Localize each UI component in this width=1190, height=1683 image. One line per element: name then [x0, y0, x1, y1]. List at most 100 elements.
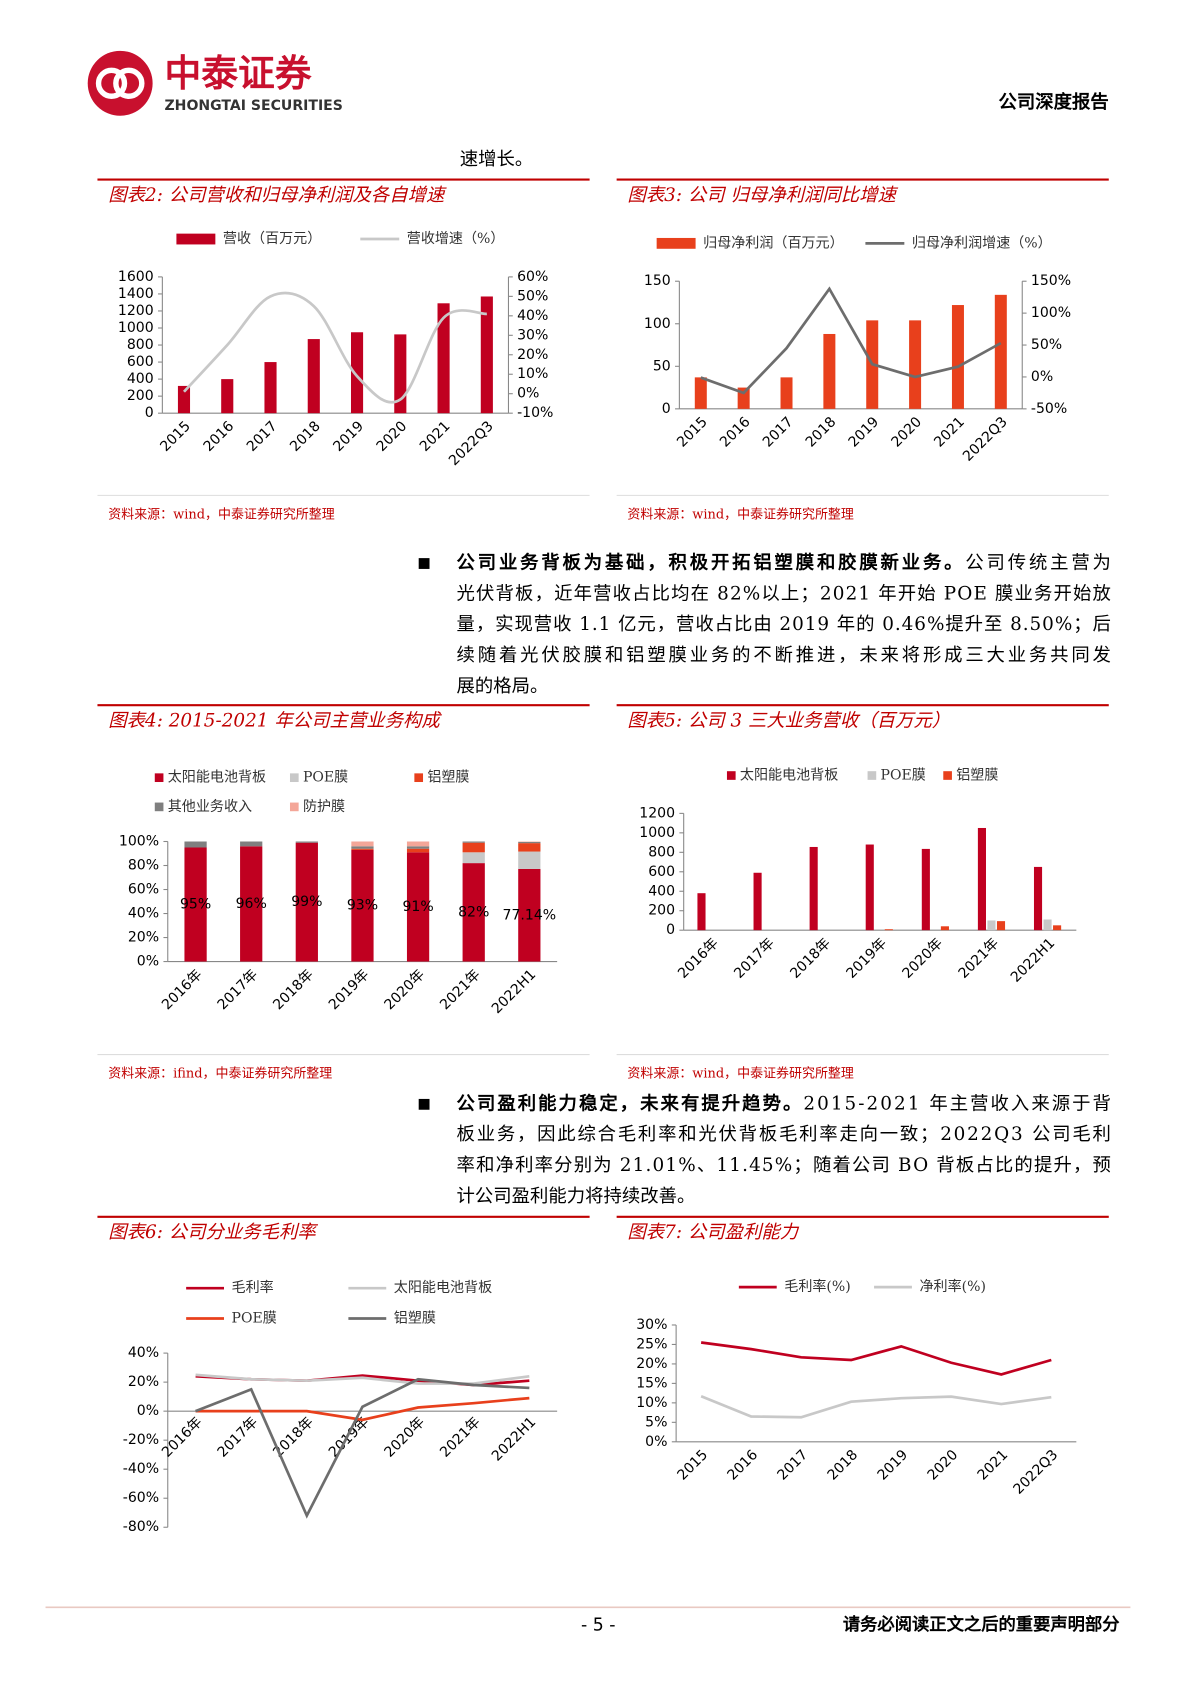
- data-label: 99%: [291, 894, 322, 910]
- x-tick-label: 2017: [775, 1447, 812, 1484]
- legend-label: 铝塑膜: [956, 768, 998, 784]
- figure-title: 图表3: 公司 归母净利润同比增速: [627, 185, 898, 206]
- source-note: 资料来源：wind，中泰证券研究所整理: [108, 506, 334, 522]
- paragraph-text: 2015-2021 年主营收入来源于背: [803, 1093, 1111, 1114]
- bar-segment: [295, 841, 318, 843]
- bar: [994, 294, 1007, 409]
- x-tick-label: 2020年: [382, 1414, 429, 1461]
- x-tick-label: 2018: [825, 1447, 862, 1484]
- y2-tick-label: 150%: [1031, 273, 1071, 289]
- paragraph-line: 量，实现营收 1.1 亿元，营收占比由 2019 年的 0.46%提升至 8.5…: [457, 614, 1111, 635]
- legend-label: 归母净利润（百万元）: [703, 234, 843, 251]
- y-tick-label: 15%: [636, 1375, 667, 1391]
- x-tick-label: 2019: [846, 414, 883, 451]
- legend-swatch: [414, 773, 424, 783]
- y-tick-label: 5%: [645, 1414, 667, 1430]
- data-label: 82%: [458, 904, 489, 920]
- bar-segment: [518, 843, 541, 852]
- x-tick-label: 2016: [201, 418, 238, 455]
- page-number: - 5 -: [581, 1616, 615, 1636]
- y-tick-label: 40%: [128, 1345, 159, 1361]
- logo-ring: [95, 67, 128, 99]
- bar-segment: [462, 852, 485, 864]
- y2-tick-label: 20%: [517, 347, 548, 363]
- bar: [437, 303, 450, 414]
- figure: 图表4: 2015-2021 年公司主营业务构成资料来源：ifind，中泰证券研…: [97, 704, 590, 1082]
- bar-segment: [518, 851, 541, 869]
- x-tick-label: 2022Q3: [446, 418, 497, 469]
- bar: [823, 333, 836, 409]
- x-tick-label: 2022H1: [489, 967, 539, 1017]
- y-tick-label: 200: [127, 388, 154, 404]
- y-tick-label: 800: [127, 337, 154, 353]
- bar: [1033, 866, 1043, 931]
- legend-swatch: [867, 771, 877, 780]
- bar: [177, 385, 191, 414]
- y-tick-label: 0%: [137, 1403, 159, 1419]
- y2-tick-label: 50%: [517, 288, 548, 304]
- line-series: [700, 1341, 1052, 1376]
- x-tick-label: 2022Q3: [960, 414, 1011, 465]
- bar-segment: [518, 841, 541, 844]
- bar: [1053, 925, 1062, 931]
- x-tick-label: 2017年: [215, 1414, 262, 1461]
- x-tick-label: 2016年: [675, 935, 722, 982]
- y-tick-label: 40%: [128, 906, 159, 922]
- legend-swatch: [943, 771, 952, 780]
- paragraph-line: 率和净利率分别为 21.01%、11.45%；随着公司 BO 背板占比的提升，预: [457, 1155, 1111, 1176]
- legend-swatch: [154, 802, 164, 812]
- y-tick-label: 0: [666, 922, 675, 938]
- bar-segment: [406, 846, 430, 849]
- legend-swatch: [289, 802, 299, 812]
- data-label: 96%: [236, 896, 267, 912]
- y-tick-label: 600: [648, 864, 675, 880]
- legend-swatch: [154, 773, 164, 783]
- y-tick-label: 60%: [128, 882, 159, 898]
- y-tick-label: 400: [127, 371, 154, 387]
- y2-tick-label: 30%: [517, 327, 548, 343]
- y-tick-label: 200: [648, 903, 675, 919]
- y-tick-label: -40%: [123, 1461, 159, 1477]
- paragraph-line: 计公司盈利能力将持续改善。: [457, 1186, 696, 1207]
- bar-segment: [295, 842, 318, 962]
- y-tick-label: 100: [644, 316, 671, 332]
- bar: [1043, 919, 1052, 931]
- bar-segment: [351, 841, 374, 847]
- x-tick-label: 2018: [803, 414, 840, 451]
- x-tick-label: 2022H1: [489, 1414, 539, 1464]
- source-note: 资料来源：wind，中泰证券研究所整理: [627, 1066, 853, 1082]
- bar: [350, 332, 364, 414]
- x-tick-label: 2021年: [437, 1414, 484, 1461]
- x-tick-label: 2017年: [731, 935, 778, 982]
- paragraph-line: 板业务，因此综合毛利率和光伏背板毛利率走向一致；2022Q3 公司毛利: [457, 1124, 1111, 1145]
- intro-text: 速增长。: [460, 149, 534, 170]
- bar-segment: [406, 848, 430, 853]
- x-tick-label: 2018年: [270, 967, 317, 1014]
- legend-swatch: [726, 771, 736, 780]
- bar: [221, 379, 234, 414]
- bar: [394, 334, 407, 414]
- bar-segment: [184, 841, 207, 848]
- y-tick-label: 0: [662, 401, 671, 417]
- x-tick-label: 2020: [374, 418, 411, 455]
- bullet: [418, 1098, 430, 1110]
- y-tick-label: 1200: [639, 805, 675, 821]
- legend-label: 铝塑膜: [427, 770, 469, 786]
- x-tick-label: 2021: [417, 418, 454, 455]
- figure-title: 图表2: 公司营收和归母净利润及各自增速: [108, 185, 447, 206]
- x-tick-label: 2015: [675, 1447, 712, 1484]
- paragraph-line: 展的格局。: [457, 676, 549, 697]
- figure-title: 图表4: 2015-2021 年公司主营业务构成: [108, 710, 442, 731]
- line-series: [182, 291, 487, 404]
- x-tick-label: 2015: [157, 418, 194, 455]
- line-series: [195, 1396, 530, 1422]
- figure-title: 图表7: 公司盈利能力: [627, 1222, 799, 1243]
- legend-label: 其他业务收入: [168, 799, 252, 815]
- y-tick-label: 80%: [128, 858, 159, 874]
- legend-label: 太阳能电池背板: [168, 770, 266, 786]
- bar: [909, 320, 922, 409]
- legend-swatch: [289, 773, 299, 783]
- y2-tick-label: 60%: [517, 269, 548, 285]
